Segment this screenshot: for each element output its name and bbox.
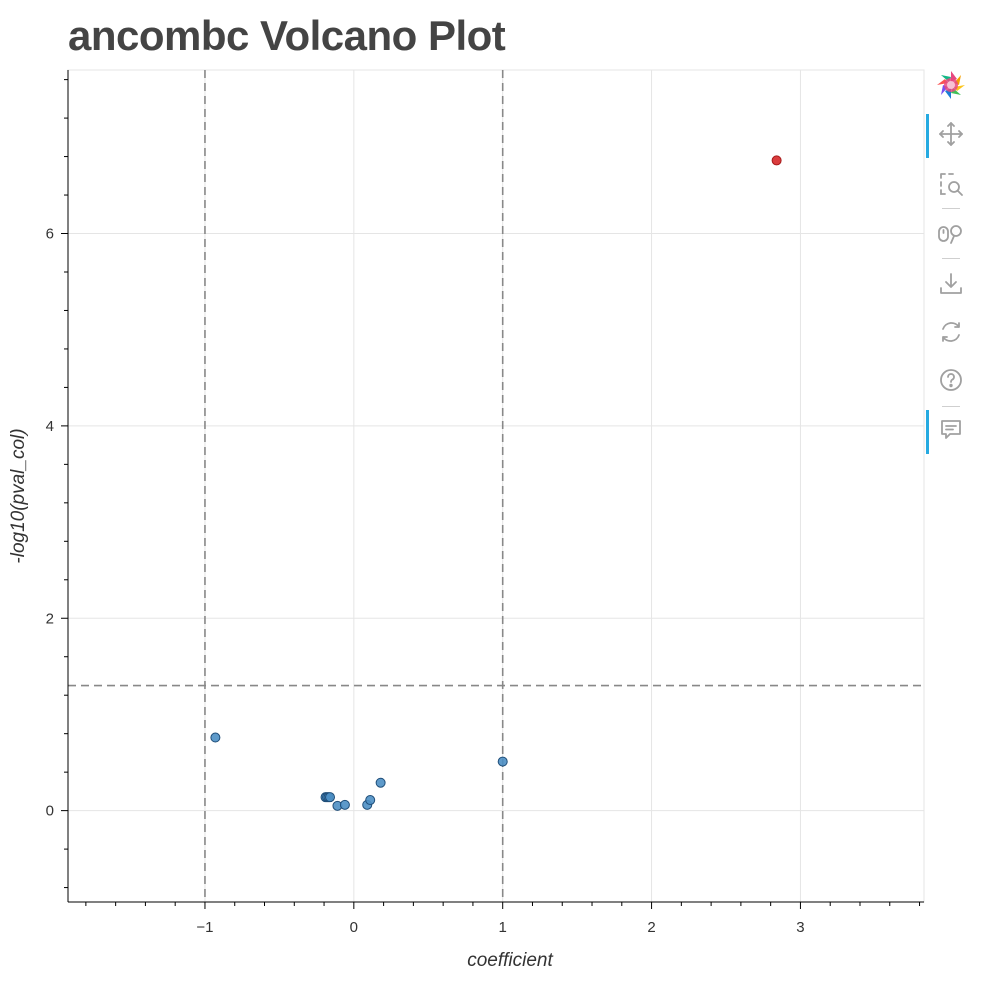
save-icon [940,273,962,294]
x-tick-label: −1 [196,919,213,936]
wheel-zoom-icon [938,225,962,244]
save-tool-button[interactable] [926,262,976,306]
bokeh-logo-icon[interactable] [934,68,968,102]
x-tick-label: 0 [350,919,358,936]
help-icon [940,369,962,391]
chart-title: ancombc Volcano Plot [68,12,506,59]
plot-frame [67,69,925,903]
plot-toolbar [926,62,976,482]
x-tick-label: 2 [647,919,655,936]
y-tick-label: 0 [46,803,54,820]
y-axis-label: -log10(pval_col) [8,428,29,563]
data-point[interactable] [339,799,350,810]
data-point[interactable] [375,777,386,788]
x-tick-label: 1 [499,919,507,936]
hover-tool-button[interactable] [926,408,976,454]
y-tick-label: 2 [46,610,54,627]
hover-icon [941,420,961,439]
box-zoom-icon [940,173,963,196]
box-zoom-tool-button[interactable] [926,162,976,206]
reset-icon [942,322,960,342]
wheel-zoom-tool-button[interactable] [926,212,976,256]
pan-icon [939,122,963,146]
pan-tool-button[interactable] [926,112,976,158]
significant-point[interactable] [771,155,782,166]
help-tool-button[interactable] [926,358,976,402]
y-tick-label: 4 [46,418,54,435]
x-tick-label: 3 [796,919,804,936]
x-axis-label: coefficient [467,950,553,971]
data-point[interactable] [365,795,376,806]
data-point[interactable] [210,732,221,743]
reset-tool-button[interactable] [926,310,976,354]
data-point[interactable] [325,792,336,803]
y-tick-label: 6 [46,226,54,243]
data-point[interactable] [497,756,508,767]
